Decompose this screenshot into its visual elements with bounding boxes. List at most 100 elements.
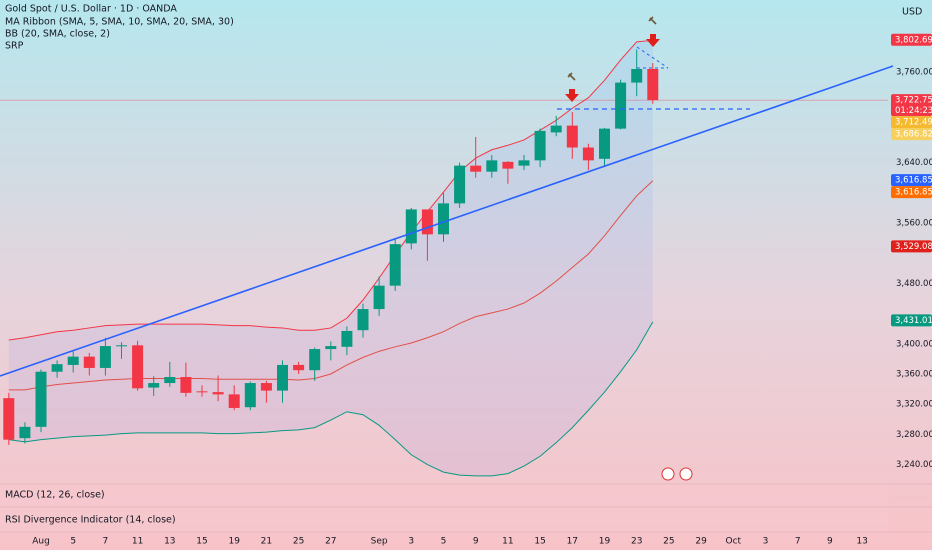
hammer-icon — [648, 16, 657, 25]
y-tick-label: 3,760.000 — [896, 68, 932, 78]
price-label: 3,529.087 — [895, 242, 932, 252]
candle-body — [35, 371, 47, 427]
candle-body — [132, 345, 144, 389]
candle-body — [518, 160, 530, 166]
candle-body — [389, 244, 401, 286]
candle-body — [293, 364, 305, 371]
candle-body — [341, 330, 353, 347]
x-tick-label: 25 — [293, 537, 304, 547]
y-tick-label: 3,360.000 — [896, 369, 932, 379]
indicator-label: BB (20, SMA, close, 2) — [5, 29, 110, 40]
x-tick-label: 13 — [856, 537, 867, 547]
x-tick-label: 25 — [663, 537, 674, 547]
y-tick-label: 3,400.000 — [896, 339, 932, 349]
candle-body — [550, 125, 562, 133]
x-tick-label: 27 — [325, 537, 336, 547]
down-arrow — [646, 34, 660, 47]
x-tick-label: 15 — [534, 537, 545, 547]
x-tick-label: 9 — [473, 537, 479, 547]
candle-body — [309, 349, 321, 371]
candle-body — [260, 383, 272, 391]
price-label: 3,722.755 — [895, 96, 932, 106]
y-tick-label: 3,320.000 — [896, 400, 932, 410]
candle-body — [599, 128, 610, 159]
candle-body — [116, 345, 127, 347]
price-label: 3,431.017 — [895, 316, 932, 326]
price-axis: 3,760.000 3,640.000 3,560.000 3,480.000 3,40… — [891, 33, 932, 470]
plot-area — [0, 39, 888, 477]
price-label: 3,616.856 — [895, 188, 932, 198]
band-line — [8, 321, 654, 477]
price-label-box — [891, 116, 932, 129]
y-tick-label: 3,640.000 — [896, 158, 932, 168]
x-tick-label: 17 — [567, 537, 578, 547]
price-label-box — [891, 314, 932, 327]
price-label-box — [891, 174, 932, 187]
candle-body — [164, 377, 176, 384]
price-label: 3,712.494 — [895, 118, 932, 128]
candle-body — [373, 285, 385, 310]
x-tick-label: Oct — [726, 537, 742, 547]
band-line — [8, 39, 653, 341]
x-tick-label: 15 — [196, 537, 207, 547]
down-arrow — [565, 89, 579, 102]
price-label: 3,616.856 — [895, 176, 932, 186]
x-tick-label: 5 — [441, 537, 447, 547]
x-tick-label: Aug — [32, 537, 50, 547]
y-tick-label: 3,480.000 — [896, 279, 932, 289]
price-label: 3,802.696 — [895, 35, 932, 45]
x-tick-label: 21 — [261, 537, 272, 547]
price-label-box — [891, 240, 932, 253]
x-tick-label: 11 — [502, 537, 513, 547]
candle-body — [534, 130, 546, 161]
x-tick-label: 5 — [70, 537, 76, 547]
legend: Gold Spot / U.S. Dollar · 1D · OANDA MA … — [5, 4, 922, 526]
hammer-icon — [567, 72, 576, 81]
candle-body — [148, 383, 160, 388]
pane-label: MACD (12, 26, close) — [5, 490, 105, 501]
candle-body — [83, 356, 95, 368]
candle-body — [454, 165, 466, 204]
band-line — [8, 180, 654, 391]
x-tick-label: 9 — [827, 537, 833, 547]
candle-body — [196, 391, 208, 393]
countdown: 01:24:23 — [895, 106, 932, 116]
price-label-box — [891, 128, 932, 141]
annotations — [0, 16, 894, 481]
candle-body — [180, 377, 192, 393]
candle-body — [502, 161, 514, 169]
dashed-marker — [636, 46, 669, 69]
price-label: 3,686.829 — [895, 130, 932, 140]
x-tick-label: 11 — [132, 537, 143, 547]
y-tick-label: 3,560.000 — [896, 219, 932, 229]
lower-panes — [0, 484, 888, 532]
candle-body — [67, 356, 79, 365]
candle-body — [470, 165, 482, 172]
event-flag — [661, 467, 675, 481]
price-label-box — [891, 33, 932, 46]
candle-body — [615, 82, 627, 129]
y-tick-label: 3,280.000 — [896, 430, 932, 440]
price-label-box — [891, 186, 932, 199]
candle-body — [51, 364, 63, 372]
x-tick-label: Sep — [371, 537, 388, 547]
candle-body — [212, 392, 224, 395]
x-tick-label: 29 — [695, 537, 707, 547]
event-flag — [679, 467, 693, 481]
price-label-box — [891, 94, 932, 117]
candle-body — [357, 309, 369, 331]
x-tick-label: 7 — [795, 537, 801, 547]
candle-body — [19, 426, 31, 439]
x-tick-label: 19 — [228, 537, 240, 547]
candle-body — [3, 398, 15, 440]
x-tick-label: 3 — [408, 537, 414, 547]
x-tick-label: 13 — [164, 537, 175, 547]
candle-body — [405, 209, 417, 244]
x-tick-label: 19 — [599, 537, 611, 547]
candle-body — [438, 203, 449, 235]
indicator-label: SRP — [5, 41, 24, 52]
currency-label: USD — [902, 7, 922, 18]
